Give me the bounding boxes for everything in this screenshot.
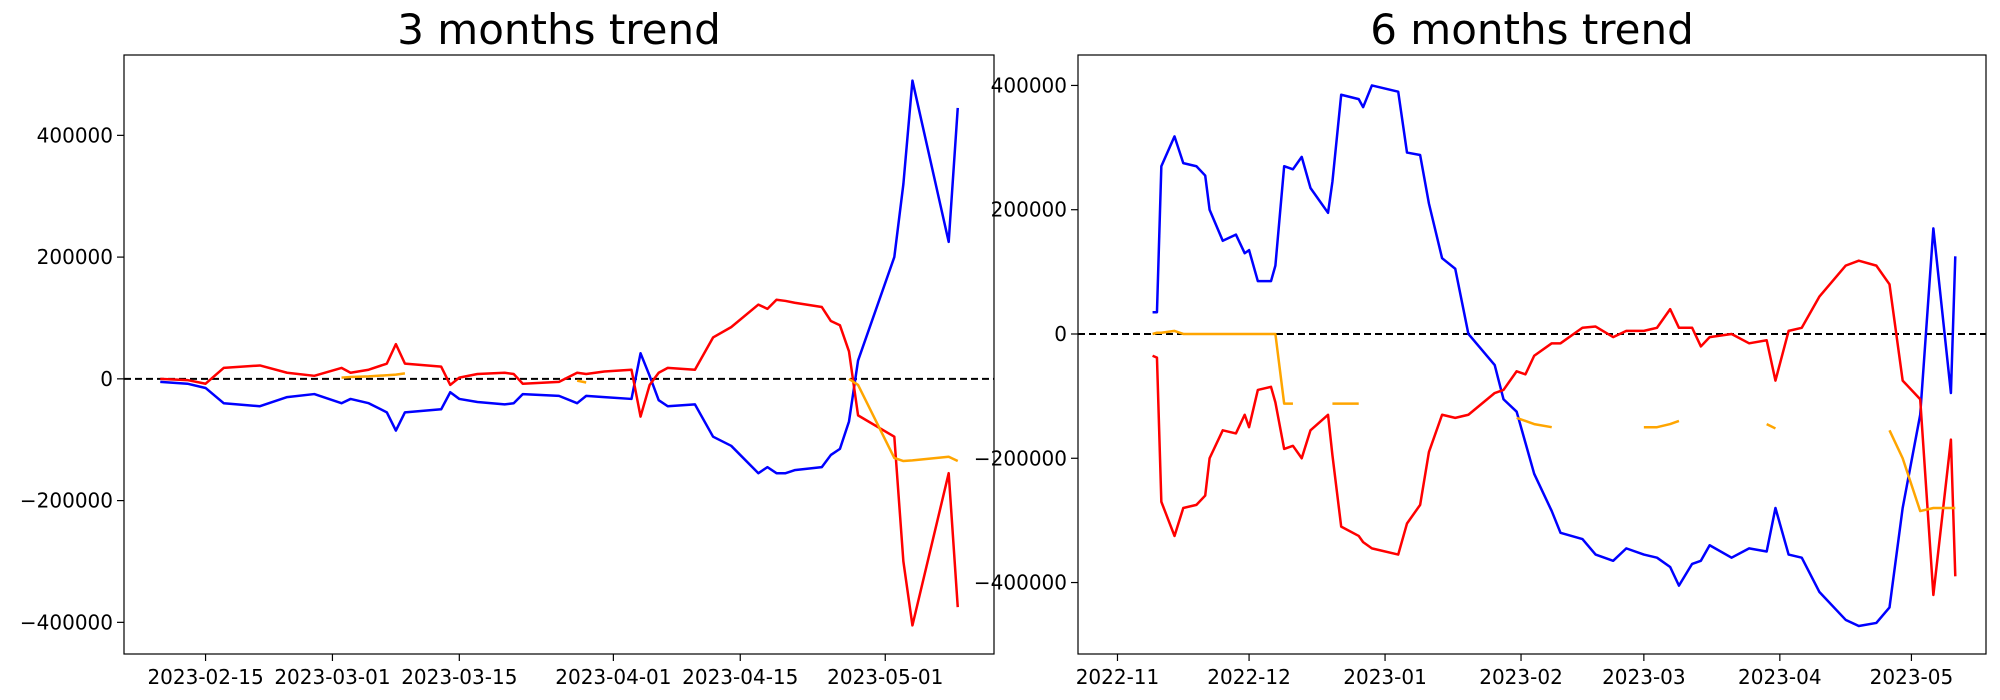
chart-title: 3 months trend — [397, 5, 721, 54]
y-tick-label: 0 — [100, 367, 113, 391]
plot-frame — [1077, 54, 1987, 655]
y-tick-label: 200000 — [37, 245, 113, 269]
x-tick-label: 2023-03 — [1602, 665, 1686, 689]
y-tick-label: 400000 — [991, 73, 1067, 97]
y-tick-label: 200000 — [991, 198, 1067, 222]
x-tick-label: 2023-02-15 — [147, 665, 263, 689]
series-line — [160, 79, 959, 475]
y-tick-label: −400000 — [20, 610, 113, 634]
x-tick-label: 2023-01 — [1343, 665, 1427, 689]
x-tick-label: 2023-05-01 — [827, 665, 943, 689]
x-tick-label: 2023-02 — [1479, 665, 1563, 689]
x-tick-label: 2023-05 — [1870, 665, 1954, 689]
y-tick-label: −200000 — [20, 489, 113, 513]
x-tick-label: 2022-11 — [1076, 665, 1160, 689]
series-line — [1152, 259, 1957, 597]
series-line — [160, 298, 959, 627]
chart-title: 6 months trend — [1370, 5, 1694, 54]
series-line — [341, 372, 959, 463]
y-tick-label: 0 — [1054, 322, 1067, 346]
x-tick-label: 2023-04-15 — [682, 665, 798, 689]
x-tick-label: 2023-04 — [1738, 665, 1822, 689]
series-line — [1152, 84, 1957, 628]
x-tick-label: 2023-03-15 — [401, 665, 517, 689]
x-tick-label: 2022-12 — [1207, 665, 1291, 689]
x-tick-label: 2023-03-01 — [274, 665, 390, 689]
plot-frame — [123, 54, 995, 655]
y-tick-label: −200000 — [974, 446, 1067, 470]
y-tick-label: −400000 — [974, 571, 1067, 595]
x-tick-label: 2023-04-01 — [555, 665, 671, 689]
series-line — [1152, 329, 1956, 513]
y-tick-label: 400000 — [37, 123, 113, 147]
